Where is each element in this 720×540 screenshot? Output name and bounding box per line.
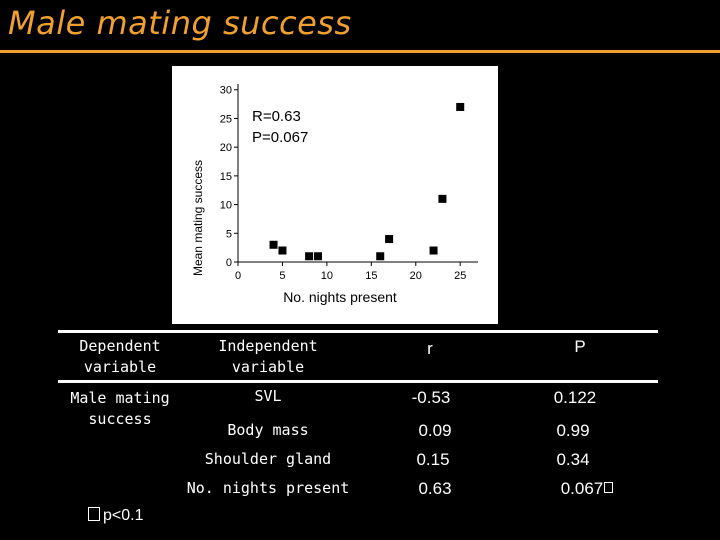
row-shoulder-p: 0.34 <box>556 450 590 469</box>
data-point <box>438 194 447 203</box>
x-tick-label: 15 <box>365 270 377 282</box>
row-bodymass-r: 0.09 <box>418 421 452 440</box>
header-p: P <box>574 337 586 356</box>
header-dependent: Dependent variable <box>60 336 180 378</box>
dependent-value-line2: success <box>88 410 152 428</box>
header-independent-line2: variable <box>231 358 305 376</box>
data-point <box>376 252 385 261</box>
table-top-rule <box>58 330 658 333</box>
row-svl-r: -0.53 <box>411 388 451 407</box>
slide-title: Male mating success <box>8 4 352 42</box>
row-shoulder-r: 0.15 <box>416 450 450 469</box>
y-tick-label: 25 <box>220 113 232 125</box>
data-points <box>269 102 465 261</box>
x-tick-label: 25 <box>454 270 466 282</box>
row-bodymass-variable: Body mass <box>227 421 309 439</box>
x-axis-label: No. nights present <box>283 289 397 305</box>
data-point <box>305 252 314 261</box>
x-tick-label: 5 <box>279 270 285 282</box>
table-header-rule <box>58 380 658 383</box>
annotation-r: R=0.63 <box>252 108 301 125</box>
x-tick-label: 0 <box>235 270 241 282</box>
dependent-value: Male mating success <box>60 388 180 430</box>
significance-marker-icon <box>604 482 613 493</box>
row-svl-variable: SVL <box>254 387 282 405</box>
y-tick-label: 5 <box>226 228 232 240</box>
row-nights-p: 0.067 <box>560 479 604 498</box>
axes <box>237 84 478 263</box>
row-shoulder-variable: Shoulder gland <box>204 450 332 468</box>
header-r: r <box>427 339 433 358</box>
data-point <box>278 246 287 255</box>
row-bodymass-p: 0.99 <box>556 421 590 440</box>
y-axis-label: Mean mating success <box>191 160 205 276</box>
x-ticks: 0 5 10 15 20 25 <box>235 262 466 282</box>
footnote: p<0.1 <box>88 507 143 525</box>
x-tick-label: 20 <box>410 270 422 282</box>
data-point <box>456 102 465 111</box>
scatter-chart: 0 5 10 15 20 25 30 0 5 10 15 20 25 R=0.63 P=0.067 N… <box>172 66 498 324</box>
footnote-text: p<0.1 <box>103 507 144 524</box>
data-point <box>429 246 438 255</box>
row-svl-p: 0.122 <box>553 388 597 407</box>
data-point <box>314 252 322 261</box>
data-point <box>269 240 278 249</box>
title-divider <box>0 50 720 53</box>
y-tick-label: 0 <box>226 257 232 269</box>
table-spacer <box>58 498 618 500</box>
row-nights-r: 0.63 <box>418 479 452 498</box>
data-point <box>385 235 394 244</box>
header-dependent-line1: Dependent <box>79 337 161 355</box>
scatter-plot-svg: 0 5 10 15 20 25 30 0 5 10 15 20 25 R=0.63 P=0.067 N… <box>191 84 478 305</box>
y-tick-label: 20 <box>220 142 232 154</box>
annotation-p: P=0.067 <box>252 129 308 146</box>
dependent-value-line1: Male mating <box>70 389 170 407</box>
y-ticks: 0 5 10 15 20 25 30 <box>220 85 238 269</box>
footnote-marker-icon <box>88 507 100 521</box>
y-tick-label: 10 <box>220 200 232 212</box>
row-nights-variable: No. nights present <box>186 479 350 497</box>
y-tick-label: 30 <box>220 85 232 97</box>
header-independent: Independent variable <box>190 336 346 378</box>
header-independent-line1: Independent <box>218 337 318 355</box>
header-dependent-line2: variable <box>83 358 157 376</box>
x-tick-label: 10 <box>321 270 333 282</box>
y-tick-label: 15 <box>220 171 232 183</box>
